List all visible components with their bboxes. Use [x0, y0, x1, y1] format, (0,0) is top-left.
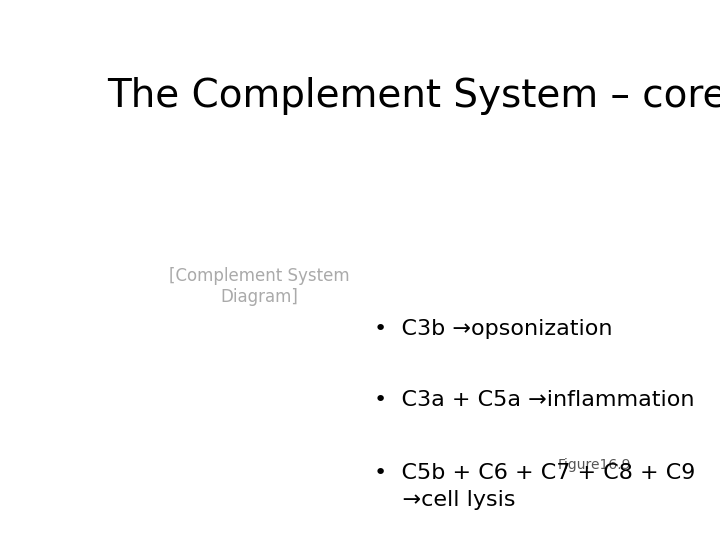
Text: •  C5b + C6 + C7 + C8 + C9
    →cell lysis: • C5b + C6 + C7 + C8 + C9 →cell lysis	[374, 463, 696, 510]
Text: •  C3b →opsonization: • C3b →opsonization	[374, 319, 613, 339]
Text: Figure16.9: Figure16.9	[558, 458, 631, 472]
Text: The Complement System – core cascade: The Complement System – core cascade	[107, 77, 720, 115]
Text: [Complement System
Diagram]: [Complement System Diagram]	[169, 267, 349, 306]
Text: •  C3a + C5a →inflammation: • C3a + C5a →inflammation	[374, 390, 695, 410]
